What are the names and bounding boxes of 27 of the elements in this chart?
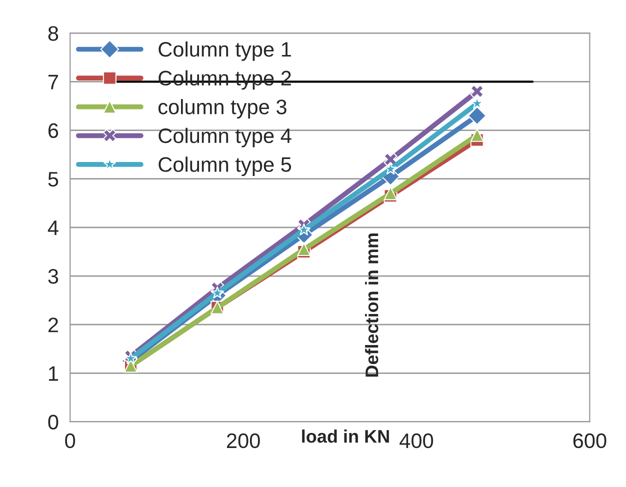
- legend-label: column type 3: [158, 99, 286, 118]
- x-tick-label: 400: [400, 433, 434, 448]
- point: [470, 84, 484, 98]
- point: [468, 106, 486, 126]
- y-tick-label: 7: [48, 74, 58, 90]
- y-tick-label: 4: [48, 220, 58, 235]
- point: [210, 286, 224, 299]
- y-tick-label: 3: [48, 269, 58, 284]
- y-tick-label: 8: [48, 26, 58, 41]
- y-axis-title: Deflection in mm: [365, 234, 378, 377]
- x-axis-title: load in KN: [302, 430, 389, 443]
- point: [124, 352, 138, 364]
- legend-label: Column type 1: [158, 41, 291, 61]
- legend-label: Column type 4: [158, 128, 292, 148]
- y-tick-label: 6: [48, 123, 58, 138]
- y-tick-label: 0: [48, 414, 58, 430]
- y-tick-label: 2: [48, 318, 58, 332]
- y-tick-label: 5: [48, 172, 58, 187]
- point: [384, 152, 398, 166]
- x-tick-label: 0: [65, 433, 76, 448]
- x-tick-label: 200: [226, 433, 260, 448]
- legend-label: Column type 5: [158, 156, 292, 176]
- point: [470, 128, 484, 142]
- point: [297, 223, 310, 236]
- y-tick-label: 1: [49, 366, 58, 381]
- x-tick-label: 600: [573, 433, 606, 448]
- point: [384, 186, 398, 200]
